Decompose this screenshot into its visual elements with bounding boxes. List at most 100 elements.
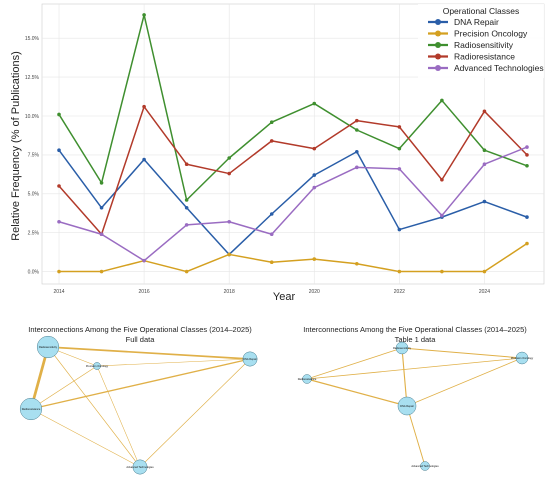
data-point-dna-repair xyxy=(269,212,274,216)
legend-swatch-marker xyxy=(435,19,441,25)
data-point-radiosensitivity xyxy=(355,128,359,132)
data-point-radioresistance xyxy=(440,177,444,182)
node-advanced-technologies: Advanced Technologies xyxy=(411,461,439,471)
node-radioresistance: Radioresistance xyxy=(19,397,43,421)
data-point-radioresistance xyxy=(525,153,529,157)
node-circle xyxy=(19,397,43,421)
data-point-advanced-technologies xyxy=(482,162,487,167)
x-tick-label: 2020 xyxy=(309,289,320,295)
node-circle xyxy=(302,374,312,384)
x-tick-label: 2014 xyxy=(53,289,64,295)
data-point-precision-oncology xyxy=(355,261,359,266)
data-point-radioresistance xyxy=(184,162,189,167)
y-tick-label: 12.5% xyxy=(25,75,40,81)
data-point-radiosensitivity xyxy=(525,163,529,168)
node-radiosensitivity: Radiosensitivity xyxy=(36,335,60,359)
data-point-radiosensitivity xyxy=(482,148,487,153)
legend-title: Operational Classes xyxy=(443,6,520,16)
data-point-precision-oncology xyxy=(99,269,104,274)
node-dna-repair: DNA Repair xyxy=(397,396,417,416)
network-2-subtitle: Table 1 data xyxy=(395,335,437,344)
node-label: Radiosensitivity xyxy=(39,345,58,349)
legend-item-advanced-technologies: Advanced Technologies xyxy=(428,63,544,73)
data-point-advanced-technologies xyxy=(142,258,146,263)
network-2-nodes: Radiosensitivity Precision Oncology Radior… xyxy=(298,341,534,471)
line-chart: 0.0% 2.5% 5.0% 7.5% 10.0% 12.5% 15.0% 2014 2016… xyxy=(10,3,545,303)
data-point-radiosensitivity xyxy=(397,146,402,151)
data-point-advanced-technologies xyxy=(312,185,317,190)
legend-swatch-marker xyxy=(435,65,441,71)
data-point-advanced-technologies xyxy=(269,232,274,237)
node-label: Advanced Technologies xyxy=(411,464,439,468)
data-point-radiosensitivity xyxy=(440,98,444,103)
series-line-dna-repair xyxy=(58,149,528,256)
node-circle xyxy=(242,351,258,367)
legend-swatch-marker xyxy=(435,30,441,37)
node-label: DNA Repair xyxy=(400,404,414,408)
data-point-advanced-technologies xyxy=(397,167,402,171)
node-dna-repair: DNA Repair xyxy=(242,351,258,367)
data-point-advanced-technologies xyxy=(440,213,444,218)
node-circle xyxy=(395,341,409,355)
data-point-precision-oncology xyxy=(525,241,529,246)
network-1-subtitle: Full data xyxy=(126,335,156,344)
network-edge xyxy=(47,346,141,468)
legend-swatch-marker xyxy=(435,42,441,48)
x-tick-label: 2018 xyxy=(224,289,235,295)
data-point-radioresistance xyxy=(269,139,274,143)
data-point-precision-oncology xyxy=(312,257,317,261)
data-point-radioresistance xyxy=(227,171,231,176)
legend-label: DNA Repair xyxy=(454,17,499,27)
data-point-radioresistance xyxy=(482,109,487,114)
data-point-radiosensitivity xyxy=(142,13,146,17)
data-point-precision-oncology xyxy=(227,252,231,257)
series-line-radioresistance xyxy=(58,105,528,235)
legend-label: Advanced Technologies xyxy=(454,63,544,73)
series-line-radiosensitivity xyxy=(58,14,528,201)
data-point-radioresistance xyxy=(355,118,359,123)
data-point-advanced-technologies xyxy=(57,219,61,224)
data-point-precision-oncology xyxy=(482,269,487,274)
legend-item-dna-repair: DNA Repair xyxy=(428,17,499,27)
network-edge xyxy=(406,405,426,467)
node-label: Radioresistance xyxy=(22,407,41,411)
node-label: Radiosensitivity xyxy=(393,346,412,350)
legend-swatch-marker xyxy=(435,53,441,60)
y-tick-label: 0.0% xyxy=(28,269,40,275)
node-circle xyxy=(132,459,148,475)
data-point-dna-repair xyxy=(99,205,104,210)
data-point-precision-oncology xyxy=(269,260,274,265)
network-edge xyxy=(306,378,408,407)
data-point-radioresistance xyxy=(312,146,317,151)
node-precision-oncology: Precision Oncology xyxy=(86,362,109,370)
network-edge xyxy=(139,358,251,468)
legend-label: Radioresistance xyxy=(454,52,515,62)
data-point-dna-repair xyxy=(312,173,317,177)
data-point-precision-oncology xyxy=(440,269,444,274)
data-point-radiosensitivity xyxy=(99,181,104,185)
legend-item-radioresistance: Radioresistance xyxy=(428,52,515,62)
y-tick-label: 7.5% xyxy=(28,153,40,159)
node-radioresistance: Radioresistance xyxy=(298,374,317,384)
network-edge xyxy=(96,358,251,367)
network-edge xyxy=(406,357,523,407)
data-point-advanced-technologies xyxy=(99,232,104,237)
data-point-dna-repair xyxy=(57,148,61,153)
data-point-dna-repair xyxy=(184,205,189,210)
data-point-radiosensitivity xyxy=(57,112,61,117)
x-tick-label: 2024 xyxy=(479,289,490,295)
network-edge xyxy=(96,365,141,468)
data-point-radiosensitivity xyxy=(227,156,231,160)
data-point-radiosensitivity xyxy=(312,101,317,106)
network-1-nodes: Radiosensitivity Radioresistance DNA Repai… xyxy=(19,335,258,475)
node-radiosensitivity: Radiosensitivity xyxy=(393,341,412,355)
series-precision-oncology xyxy=(57,241,529,274)
legend-item-radiosensitivity: Radiosensitivity xyxy=(428,40,514,50)
series-advanced-technologies xyxy=(57,145,529,263)
series-radiosensitivity xyxy=(57,13,529,202)
series-dna-repair xyxy=(57,148,529,257)
y-tick-label: 5.0% xyxy=(28,192,40,198)
node-circle xyxy=(515,351,529,365)
x-tick-labels: 2014 2016 2018 2020 2022 2024 xyxy=(53,289,490,295)
data-point-radiosensitivity xyxy=(184,198,189,202)
